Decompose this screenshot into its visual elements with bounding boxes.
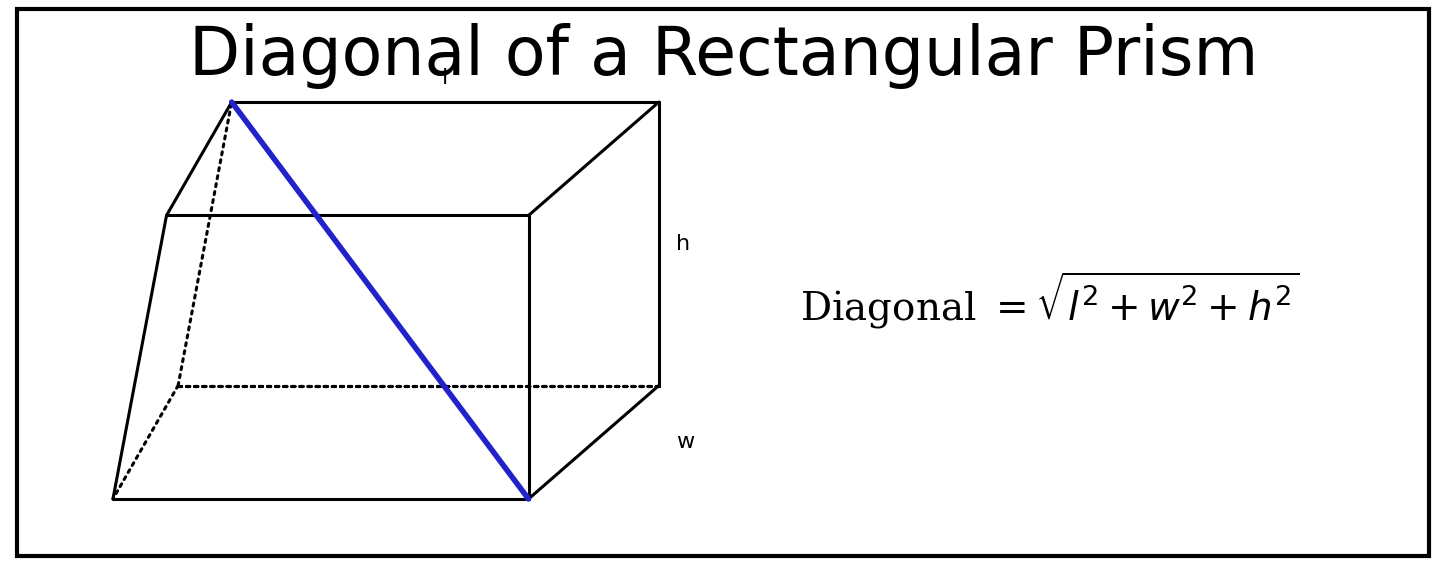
Text: h: h <box>676 234 691 254</box>
Text: l: l <box>442 68 449 88</box>
Text: w: w <box>676 432 695 452</box>
Text: Diagonal of a Rectangular Prism: Diagonal of a Rectangular Prism <box>190 23 1258 88</box>
Text: Diagonal $= \sqrt{l^2 + w^2 + h^2}$: Diagonal $= \sqrt{l^2 + w^2 + h^2}$ <box>799 270 1300 331</box>
